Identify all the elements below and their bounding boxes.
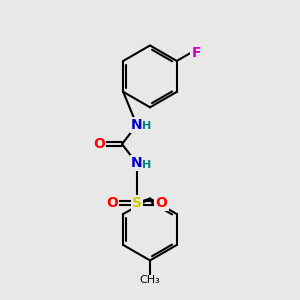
Text: S: S: [132, 196, 142, 210]
Text: CH₃: CH₃: [140, 275, 160, 285]
Text: O: O: [93, 137, 105, 151]
Text: N: N: [131, 118, 142, 132]
Text: O: O: [155, 196, 167, 210]
Text: H: H: [142, 122, 151, 131]
Text: N: N: [131, 156, 142, 170]
Text: F: F: [191, 46, 201, 60]
Text: H: H: [142, 160, 151, 170]
Text: O: O: [106, 196, 118, 210]
